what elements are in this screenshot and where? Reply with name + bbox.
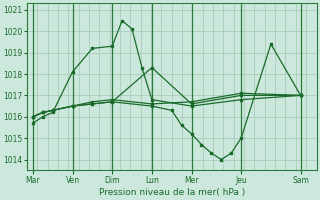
X-axis label: Pression niveau de la mer( hPa ): Pression niveau de la mer( hPa ) [99, 188, 245, 197]
